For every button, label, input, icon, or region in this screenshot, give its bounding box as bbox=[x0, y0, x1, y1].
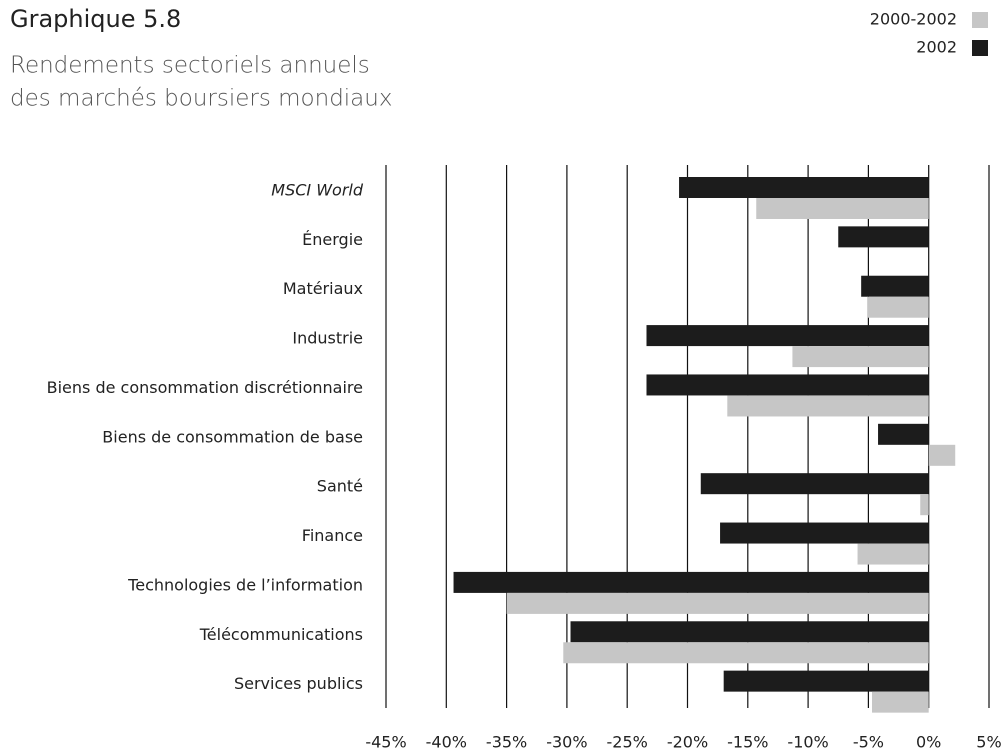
x-tick-label: -45% bbox=[365, 733, 406, 752]
bar bbox=[646, 325, 929, 347]
x-tick-label: -25% bbox=[607, 733, 648, 752]
y-tick-label: MSCI World bbox=[271, 181, 364, 200]
x-tick-label: 0% bbox=[916, 733, 941, 752]
bar bbox=[453, 571, 929, 593]
bar bbox=[570, 621, 929, 643]
bar bbox=[720, 522, 929, 544]
x-tick-label: -20% bbox=[667, 733, 708, 752]
y-tick-label: Santé bbox=[317, 477, 363, 496]
x-tick-label: -30% bbox=[546, 733, 587, 752]
bar bbox=[792, 346, 929, 368]
x-tick-label: -35% bbox=[486, 733, 527, 752]
x-tick-label: 5% bbox=[976, 733, 1001, 752]
bar bbox=[723, 670, 929, 692]
chart-subtitle: Rendements sectoriels annuels bbox=[10, 53, 370, 79]
x-tick-label: -10% bbox=[787, 733, 828, 752]
y-tick-label: Matériaux bbox=[283, 279, 363, 298]
y-tick-label: Industrie bbox=[292, 329, 363, 348]
x-tick-label: -15% bbox=[727, 733, 768, 752]
legend-swatch bbox=[972, 12, 988, 28]
bar bbox=[700, 473, 929, 495]
legend-swatch bbox=[972, 40, 988, 56]
bar bbox=[838, 226, 929, 248]
x-tick-label: -5% bbox=[853, 733, 884, 752]
y-tick-label: Biens de consommation discrétionnaire bbox=[47, 378, 363, 397]
y-tick-label: Technologies de l’information bbox=[127, 575, 363, 594]
bar bbox=[867, 296, 929, 318]
chart-title: Graphique 5.8 bbox=[10, 5, 181, 33]
bar bbox=[563, 642, 929, 664]
y-tick-label: Services publics bbox=[234, 674, 363, 693]
bar bbox=[506, 592, 929, 614]
legend-label: 2002 bbox=[916, 38, 957, 57]
bar bbox=[679, 177, 929, 198]
y-tick-label: Télécommunications bbox=[199, 625, 363, 644]
bar bbox=[857, 543, 929, 565]
chart-subtitle: des marchés boursiers mondiaux bbox=[10, 86, 392, 112]
legend-label: 2000-2002 bbox=[870, 10, 957, 29]
y-tick-label: Biens de consommation de base bbox=[102, 427, 363, 446]
bar bbox=[646, 374, 929, 396]
bar bbox=[920, 494, 929, 516]
bar bbox=[928, 444, 956, 466]
bar bbox=[861, 275, 929, 297]
bar bbox=[878, 423, 929, 445]
bar bbox=[872, 691, 929, 713]
bar bbox=[727, 395, 929, 417]
y-tick-label: Finance bbox=[302, 526, 363, 545]
x-tick-label: -40% bbox=[426, 733, 467, 752]
y-tick-label: Énergie bbox=[302, 230, 363, 249]
bar bbox=[756, 198, 929, 219]
